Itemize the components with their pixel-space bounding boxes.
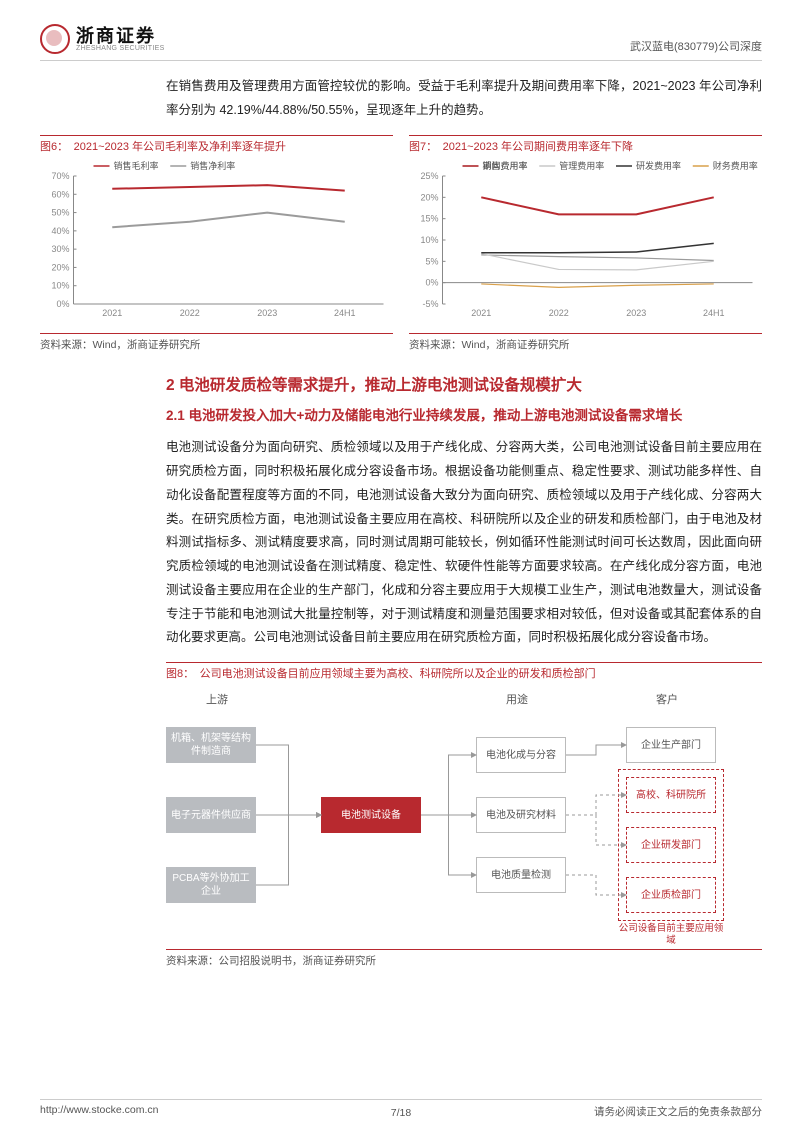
svg-text:2021: 2021 [471,308,491,318]
diagram-node: PCBA等外协加工企业 [166,867,256,903]
svg-text:2023: 2023 [626,308,646,318]
diagram-node: 电池化成与分容 [476,737,566,773]
diagram-caption: 公司设备目前主要应用领域 [618,923,724,948]
diagram-node: 机箱、机架等结构件制造商 [166,727,256,763]
diagram-node: 企业生产部门 [626,727,716,763]
svg-text:管理费用率: 管理费用率 [559,160,604,171]
section-2-heading: 2 电池研发质检等需求提升，推动上游电池测试设备规模扩大 [166,374,762,397]
svg-text:40%: 40% [51,225,69,235]
figure-6-title: 图6： 2021~2023 年公司毛利率及净利率逐年提升 [40,135,393,154]
svg-text:期间费用率: 期间费用率 [483,160,528,171]
svg-text:20%: 20% [51,262,69,272]
charts-row: 图6： 2021~2023 年公司毛利率及净利率逐年提升 销售毛利率 销售净利率 0… [40,135,762,352]
svg-text:24H1: 24H1 [703,308,725,318]
figure-8-source: 资料来源：公司招股说明书，浙商证券研究所 [166,949,762,968]
diagram-node: 电池及研究材料 [476,797,566,833]
svg-text:财务费用率: 财务费用率 [713,160,758,171]
figure-6-source: 资料来源：Wind，浙商证券研究所 [40,333,393,352]
diagram-column-label: 客户 [656,691,678,707]
page-header: 浙商证券 ZHESHANG SECURITIES 武汉蓝电(830779)公司深… [40,24,762,61]
diagram-column-label: 用途 [506,691,528,707]
page-number: 7/18 [0,1107,802,1119]
svg-text:0%: 0% [425,277,438,287]
svg-text:15%: 15% [420,213,438,223]
svg-text:-5%: -5% [422,299,438,309]
svg-text:50%: 50% [51,207,69,217]
svg-text:销售毛利率: 销售毛利率 [114,160,159,171]
svg-text:2021: 2021 [102,308,122,318]
svg-text:60%: 60% [51,189,69,199]
figure-7-chart: 销售费用率管理费用率研发费用率财务费用率期间费用率-5%0%5%10%15%20… [409,158,762,328]
svg-text:24H1: 24H1 [334,308,356,318]
figure-7-title: 图7： 2021~2023 年公司期间费用率逐年下降 [409,135,762,154]
section-2-1-heading: 2.1 电池研发投入加大+动力及储能电池行业持续发展，推动上游电池测试设备需求增… [166,405,762,427]
figure-8-title: 图8： 公司电池测试设备目前应用领域主要为高校、科研院所以及企业的研发和质检部门 [166,662,762,681]
svg-text:研发费用率: 研发费用率 [636,160,681,171]
company-name-cn: 浙商证券 [76,27,165,45]
svg-text:70%: 70% [51,171,69,181]
company-name-en: ZHESHANG SECURITIES [76,45,165,52]
svg-text:2022: 2022 [180,308,200,318]
diagram-dashed-group [618,769,724,921]
svg-text:0%: 0% [56,299,69,309]
svg-text:30%: 30% [51,244,69,254]
diagram-node: 电子元器件供应商 [166,797,256,833]
svg-text:25%: 25% [420,171,438,181]
figure-6: 图6： 2021~2023 年公司毛利率及净利率逐年提升 销售毛利率 销售净利率 0… [40,135,393,352]
figure-7-source: 资料来源：Wind，浙商证券研究所 [409,333,762,352]
figure-8-diagram: 上游 用途 客户机箱、机架等结构件制造商电子元器件供应商 PCBA等外协加工企业 电池测… [166,687,756,947]
logo: 浙商证券 ZHESHANG SECURITIES [40,24,165,54]
document-code: 武汉蓝电(830779)公司深度 [630,38,762,54]
svg-text:10%: 10% [420,235,438,245]
figure-7: 图7： 2021~2023 年公司期间费用率逐年下降 销售费用率管理费用率研发费… [409,135,762,352]
diagram-node: 电池质量检测 [476,857,566,893]
svg-text:10%: 10% [51,280,69,290]
svg-text:2023: 2023 [257,308,277,318]
svg-text:销售净利率: 销售净利率 [190,160,235,171]
figure-6-chart: 销售毛利率 销售净利率 0% 10% 20% 30% 40% 50% 60% 70% 2021 202… [40,158,393,328]
svg-text:20%: 20% [420,192,438,202]
svg-text:2022: 2022 [549,308,569,318]
diagram-column-label: 上游 [206,691,228,707]
logo-icon [40,24,70,54]
section-2-1-paragraph: 电池测试设备分为面向研究、质检领域以及用于产线化成、分容两大类，公司电池测试设备… [166,436,762,650]
intro-paragraph: 在销售费用及管理费用方面管控较优的影响。受益于毛利率提升及期间费用率下降，202… [166,75,762,123]
diagram-node: 电池测试设备 [321,797,421,833]
svg-text:5%: 5% [425,256,438,266]
